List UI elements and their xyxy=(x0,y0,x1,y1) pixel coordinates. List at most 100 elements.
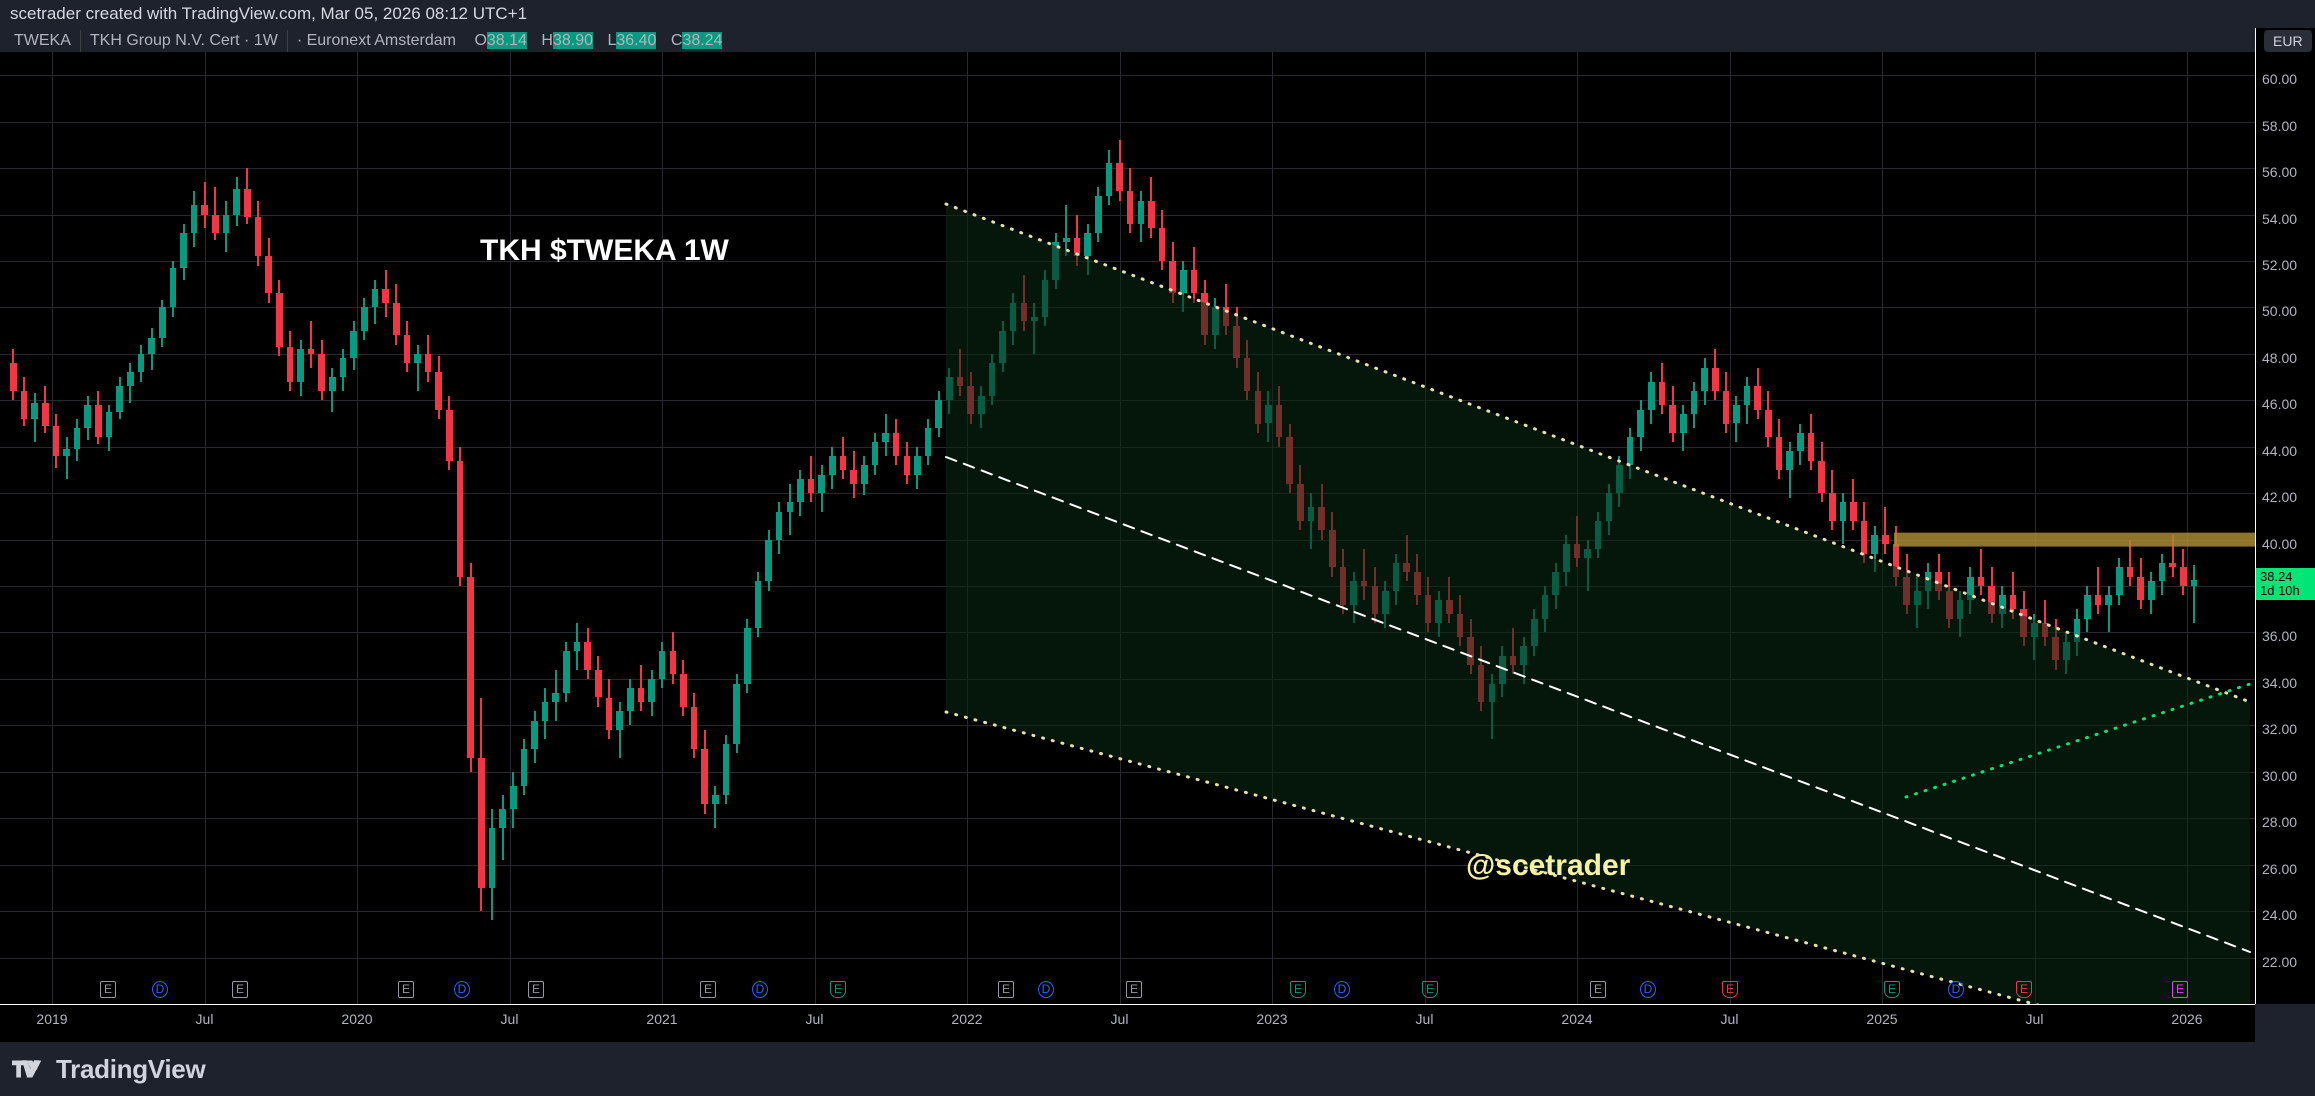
candle-body xyxy=(1328,530,1336,568)
legend-description-interval[interactable]: TKH Group N.V. Cert · 1W xyxy=(81,30,288,52)
candle-body xyxy=(1956,599,1964,619)
candle-body xyxy=(307,349,315,354)
candle-wick xyxy=(1575,516,1578,568)
candle-body xyxy=(1499,655,1506,684)
currency-chip[interactable]: EUR xyxy=(2264,30,2312,52)
candle-body xyxy=(1445,599,1453,614)
candle-body xyxy=(1871,534,1879,554)
candle-body xyxy=(797,479,804,503)
legend-exchange-ohlc: · Euronext Amsterdam O38.14 H38.90 L36.4… xyxy=(288,30,732,52)
candle-body xyxy=(1137,200,1145,224)
candle-body xyxy=(2169,562,2176,568)
earnings-marker[interactable]: E xyxy=(1590,981,1606,998)
candle-body xyxy=(1233,325,1240,359)
candle-body xyxy=(41,402,49,426)
legend-exchange: Euronext Amsterdam xyxy=(306,32,456,49)
candle-wick xyxy=(416,344,419,391)
price-axis-tick: 32.00 xyxy=(2262,721,2298,738)
candle-body xyxy=(1807,432,1815,461)
dividend-marker[interactable]: D xyxy=(752,981,768,998)
earnings-marker[interactable]: E xyxy=(100,981,116,998)
price-axis-tick: 58.00 xyxy=(2262,117,2298,134)
dividend-marker[interactable]: D xyxy=(1640,981,1656,998)
earnings-marker[interactable]: E xyxy=(1126,981,1142,998)
candle-body xyxy=(318,353,326,391)
candle-body xyxy=(1414,572,1421,596)
candle-body xyxy=(807,479,815,494)
candle-body xyxy=(1520,646,1528,665)
time-axis[interactable]: 2019 Jul 2020 Jul 2021 Jul 2022 Jul 2023 Jul 2024 J… xyxy=(0,1004,2255,1042)
candle-body xyxy=(392,302,400,336)
dividend-marker[interactable]: D xyxy=(454,981,470,998)
earnings-marker[interactable]: E xyxy=(2172,981,2188,998)
candle-body xyxy=(52,425,60,456)
earnings-marker[interactable]: E xyxy=(1884,981,1900,998)
candle-wick xyxy=(310,321,313,368)
price-axis-tick: 44.00 xyxy=(2262,442,2298,459)
price-axis-tick: 36.00 xyxy=(2262,628,2298,645)
earnings-marker[interactable]: E xyxy=(1422,981,1438,998)
price-axis-tick: 60.00 xyxy=(2262,71,2298,88)
earnings-marker[interactable]: E xyxy=(700,981,716,998)
candle-body xyxy=(1180,270,1187,294)
earnings-marker[interactable]: E xyxy=(998,981,1014,998)
candle-body xyxy=(1297,483,1304,522)
chart-title-annotation: TKH $TWEKA 1W xyxy=(480,234,729,267)
candle-body xyxy=(1435,599,1442,624)
candle-body xyxy=(946,377,953,401)
candle-body xyxy=(541,702,549,721)
earnings-marker[interactable]: E xyxy=(232,981,248,998)
earnings-marker[interactable]: E xyxy=(528,981,544,998)
candle-wick xyxy=(1310,493,1312,549)
candle-body xyxy=(1382,590,1389,614)
candle-wick xyxy=(214,186,217,241)
dividend-marker[interactable]: D xyxy=(152,981,168,998)
dividend-marker[interactable]: D xyxy=(1948,981,1964,998)
candle-body xyxy=(1722,391,1730,424)
earnings-marker[interactable]: E xyxy=(1290,981,1306,998)
earnings-marker[interactable]: E xyxy=(2016,981,2032,998)
candle-body xyxy=(1009,302,1017,331)
tradingview-logo-icon xyxy=(12,1060,42,1078)
earnings-marker[interactable]: E xyxy=(398,981,414,998)
candle-body xyxy=(2073,618,2081,642)
attribution-bar: scetrader created with TradingView.com, … xyxy=(0,0,2315,28)
legend-high-value: 38.90 xyxy=(552,32,594,49)
candle-body xyxy=(1839,502,1847,522)
candle-wick xyxy=(1065,205,1068,257)
candlestick-series xyxy=(0,52,2255,1004)
chart-pane[interactable]: E D E E D E E D E E D E E D E E D E E D E E TKH $TWEKA 1W @sc… xyxy=(0,52,2255,1004)
candle-body xyxy=(1988,586,1996,614)
earnings-marker[interactable]: E xyxy=(830,981,846,998)
time-axis-tick: Jul xyxy=(805,1011,824,1027)
candle-body xyxy=(456,460,464,577)
candle-body xyxy=(1914,590,1921,605)
candle-body xyxy=(244,188,251,217)
candle-body xyxy=(424,353,432,373)
candle-body xyxy=(1360,581,1368,587)
candle-body xyxy=(2179,567,2187,587)
candle-body xyxy=(1318,507,1325,531)
dividend-marker[interactable]: D xyxy=(1038,981,1054,998)
candle-body xyxy=(595,669,602,698)
candle-body xyxy=(924,428,932,456)
price-axis[interactable]: EUR 60.00 58.00 56.00 54.00 52.00 50.00 48.00 4… xyxy=(2255,28,2315,1004)
candle-body xyxy=(1275,404,1283,438)
legend-ticker[interactable]: TWEKA xyxy=(8,30,81,52)
candle-body xyxy=(1063,237,1070,243)
dividend-marker[interactable]: D xyxy=(1334,981,1350,998)
candle-body xyxy=(233,188,240,215)
candle-body xyxy=(2148,581,2155,600)
price-axis-tick: 28.00 xyxy=(2262,814,2298,831)
candle-body xyxy=(1541,595,1549,619)
candle-wick xyxy=(2171,534,2174,577)
time-axis-tick: 2019 xyxy=(36,1011,68,1027)
candle-body xyxy=(1648,381,1655,410)
candle-body xyxy=(977,395,985,415)
candle-body xyxy=(488,827,496,888)
candle-body xyxy=(1967,576,1974,600)
earnings-marker[interactable]: E xyxy=(1722,981,1738,998)
candle-body xyxy=(1552,572,1559,596)
candle-body xyxy=(1201,293,1208,336)
